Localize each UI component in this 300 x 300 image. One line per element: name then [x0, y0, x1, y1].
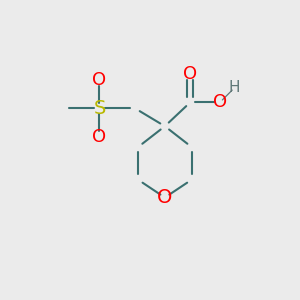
Text: O: O	[183, 65, 197, 83]
Text: S: S	[93, 99, 106, 118]
Text: O: O	[157, 188, 172, 207]
Text: O: O	[92, 128, 106, 146]
Text: O: O	[213, 93, 227, 111]
Text: H: H	[229, 80, 241, 95]
Text: O: O	[92, 71, 106, 89]
